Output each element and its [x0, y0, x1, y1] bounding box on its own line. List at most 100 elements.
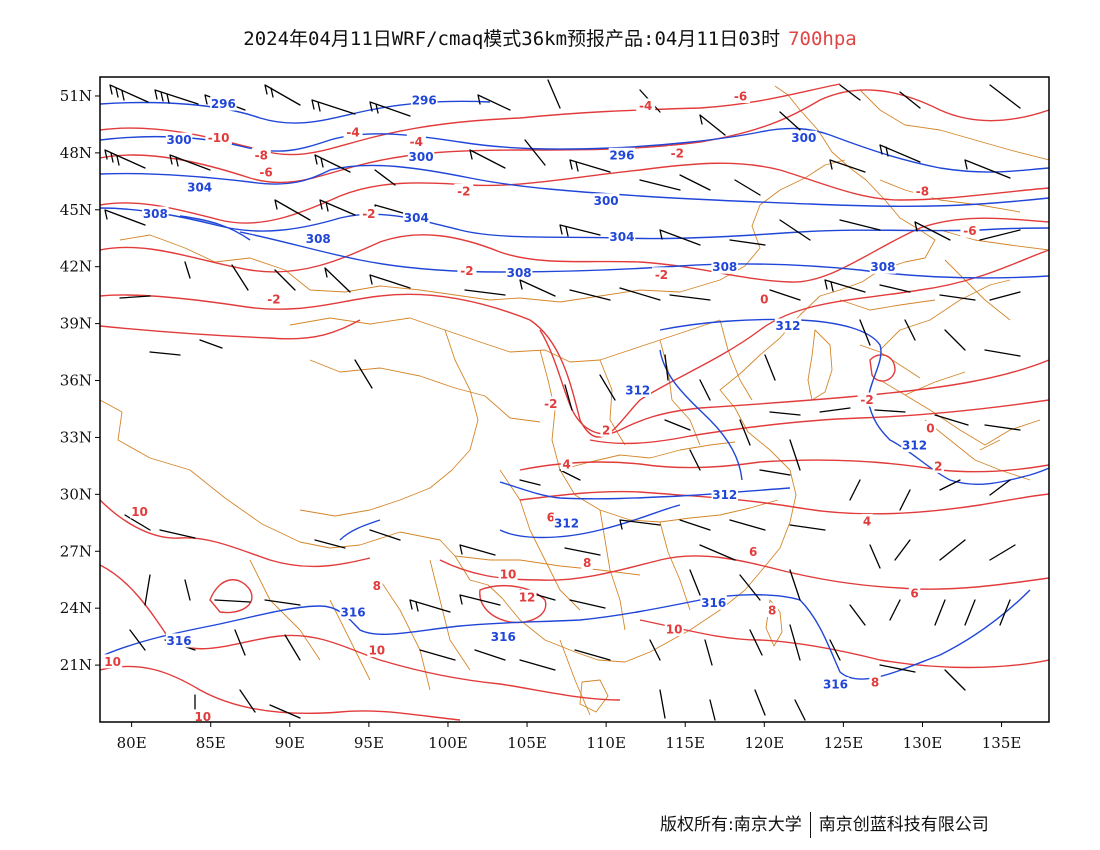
temperature-label: 10: [131, 505, 148, 519]
wind-barb: [789, 569, 801, 601]
wind-barb: [879, 284, 911, 293]
wind-barb: [264, 84, 301, 106]
temp-contour: [100, 499, 371, 568]
wind-barb: [169, 154, 211, 171]
wind-barb: [989, 291, 1021, 301]
height-label: 304: [187, 181, 212, 195]
wind-barb: [274, 269, 296, 291]
height-label: 308: [712, 260, 737, 274]
temperature-label: 4: [562, 458, 570, 472]
temperature-label: -2: [860, 393, 873, 407]
lon-tick-label: 120E: [745, 734, 785, 752]
wind-barb: [239, 689, 256, 713]
temp-contour: [100, 319, 361, 340]
height-label: 308: [870, 260, 895, 274]
temp-contour: [100, 83, 841, 156]
wind-barb: [519, 279, 556, 297]
wind-barb: [824, 279, 866, 293]
height-label: 308: [507, 266, 532, 280]
mongolia-border: [119, 159, 846, 303]
temp-contour: [589, 399, 1049, 445]
height-label-bg: [700, 595, 727, 610]
height-contour: [499, 504, 681, 539]
wind-barb: [314, 154, 351, 173]
temperature-labels: -10 -8 -6 -4 -4 -4 -6 -2 -2 -2 -2 -2 -2 -8 -6 0 -2 2 -2 0 2 4…: [103, 88, 980, 722]
height-label: 312: [625, 384, 650, 398]
height-label-bg: [210, 96, 237, 111]
height-label-bg: [774, 318, 802, 333]
wind-barb: [779, 219, 811, 241]
wind-barb: [354, 359, 373, 389]
wind-barb: [231, 264, 249, 291]
temperature-label-bg: [454, 183, 474, 198]
wind-barb: [274, 199, 311, 221]
height-label: 300: [791, 131, 816, 145]
lon-tick-label: 135E: [982, 734, 1022, 752]
height-label-bg: [901, 438, 928, 453]
wind-barb: [699, 544, 736, 561]
height-label-bg: [624, 383, 652, 398]
wind-barb: [119, 295, 151, 299]
height-label: 308: [306, 232, 331, 246]
lat-tick-label: 51N: [60, 87, 92, 105]
wind-barb: [184, 261, 191, 279]
temperature-label-bg: [560, 457, 573, 471]
temperature-label: 12: [519, 590, 536, 604]
temperature-label: -2: [655, 268, 668, 282]
temperature-label: 4: [863, 514, 871, 528]
wind-barb: [759, 469, 791, 476]
temperature-label: -2: [457, 184, 470, 198]
lat-tick-label: 39N: [60, 315, 92, 333]
temperature-label-bg: [545, 510, 557, 525]
temperature-label: -2: [460, 264, 473, 278]
wind-barb: [934, 599, 946, 626]
hainan: [579, 679, 609, 713]
temperature-label: 2: [602, 423, 610, 437]
wind-barb: [944, 329, 966, 351]
height-contour: [339, 519, 381, 541]
height-label: 300: [409, 150, 434, 164]
wind-barb: [839, 219, 881, 231]
temperature-label: -6: [259, 165, 272, 179]
wind-barb: [989, 479, 1011, 496]
temperature-label: 10: [104, 655, 121, 669]
temp-contour: [519, 459, 1049, 473]
wind-barb: [369, 101, 411, 117]
wind-barb: [184, 579, 191, 601]
temperature-label-bg: [651, 267, 671, 282]
temperature-label-bg: [636, 98, 656, 113]
province-lines-3: [454, 319, 753, 611]
temp-contour: [100, 564, 621, 701]
temperature-label: -2: [544, 397, 557, 411]
height-label-bg: [403, 210, 430, 225]
temperature-label-bg: [924, 420, 937, 435]
temperature-label-bg: [264, 291, 284, 306]
wind-barb: [729, 519, 766, 531]
height-label-bg: [407, 149, 435, 164]
wind-barb: [899, 489, 911, 511]
temperature-label: 2: [934, 459, 942, 473]
temperature-label: 6: [910, 587, 918, 601]
wind-barb: [199, 339, 223, 349]
temperature-label: -4: [346, 126, 359, 140]
temperature-label-bg: [406, 134, 426, 149]
temperature-label: -6: [734, 89, 747, 103]
boundaries: [100, 85, 1049, 716]
wind-barb: [459, 544, 496, 556]
temperature-label-bg: [367, 642, 387, 657]
temperature-label: 10: [368, 643, 385, 657]
height-label: 296: [211, 97, 236, 111]
wind-barb: [519, 479, 541, 486]
temperature-label-bg: [343, 125, 363, 140]
wind-barb: [764, 354, 776, 381]
wind-barb: [829, 159, 866, 173]
wind-barb: [689, 449, 701, 471]
temperature-label: -10: [208, 131, 230, 145]
wind-barb: [794, 699, 806, 721]
height-label-bg: [490, 629, 517, 644]
wind-barb: [789, 439, 801, 471]
height-contour: [100, 207, 1049, 240]
wind-barb: [269, 704, 301, 719]
wind-barb: [664, 419, 691, 431]
